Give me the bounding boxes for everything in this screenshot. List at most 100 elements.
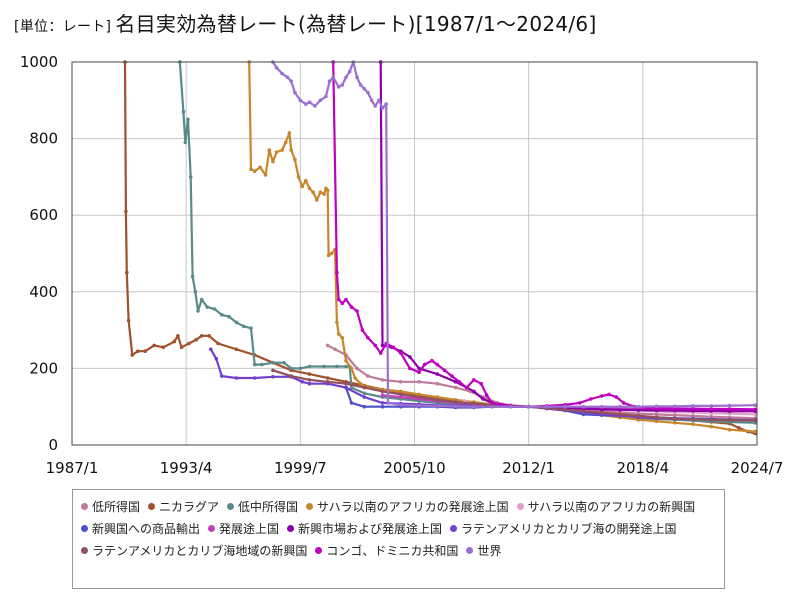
data-point bbox=[315, 198, 319, 202]
data-point bbox=[214, 357, 219, 361]
data-point bbox=[599, 404, 604, 409]
data-point bbox=[289, 366, 294, 371]
data-point bbox=[307, 378, 312, 382]
data-point bbox=[691, 422, 695, 427]
data-point bbox=[207, 334, 211, 338]
data-point bbox=[196, 309, 200, 313]
data-point bbox=[435, 372, 440, 376]
series-11 bbox=[271, 60, 757, 409]
data-point bbox=[578, 401, 582, 405]
data-point bbox=[358, 381, 363, 386]
data-point bbox=[193, 290, 198, 294]
data-point bbox=[252, 362, 257, 367]
data-point bbox=[545, 404, 549, 409]
data-point bbox=[484, 393, 489, 398]
data-point bbox=[753, 412, 757, 417]
data-point bbox=[453, 400, 458, 404]
data-point bbox=[329, 251, 334, 256]
data-point bbox=[335, 364, 339, 369]
legend-swatch bbox=[516, 503, 524, 510]
data-point bbox=[654, 415, 659, 420]
data-point bbox=[614, 395, 619, 399]
data-point bbox=[190, 274, 195, 279]
legend-swatch bbox=[81, 525, 88, 532]
data-point bbox=[581, 409, 586, 414]
data-point bbox=[753, 403, 757, 408]
data-point bbox=[607, 392, 611, 397]
data-point bbox=[709, 417, 714, 422]
data-point bbox=[417, 380, 421, 384]
data-point bbox=[252, 169, 257, 173]
x-tick-label: 1993/4 bbox=[160, 459, 213, 477]
data-point bbox=[331, 75, 336, 80]
data-point bbox=[727, 403, 732, 408]
series-1 bbox=[123, 60, 757, 436]
data-point bbox=[234, 376, 239, 380]
legend-label: サハラ以南のアフリカの発展途上国 bbox=[317, 500, 509, 514]
data-point bbox=[472, 378, 476, 382]
data-point bbox=[336, 332, 341, 336]
data-point bbox=[234, 320, 239, 325]
data-point bbox=[450, 374, 454, 378]
data-point bbox=[481, 397, 485, 401]
data-point bbox=[369, 98, 374, 103]
data-point bbox=[152, 343, 156, 348]
data-point bbox=[377, 98, 381, 103]
data-point bbox=[322, 364, 326, 369]
data-point bbox=[325, 380, 330, 384]
series-10 bbox=[331, 60, 757, 412]
data-point bbox=[209, 347, 213, 352]
data-point bbox=[654, 404, 659, 409]
data-point bbox=[399, 392, 403, 397]
data-point bbox=[464, 385, 469, 390]
data-point bbox=[366, 336, 370, 340]
data-point bbox=[258, 165, 262, 170]
data-point bbox=[282, 360, 286, 365]
legend-label: コンゴ、ドミニカ共和国 bbox=[326, 544, 459, 558]
data-point bbox=[318, 98, 323, 103]
x-tick-label: 2012/1 bbox=[502, 459, 555, 477]
data-point bbox=[199, 297, 204, 302]
data-point bbox=[344, 297, 348, 302]
series-line bbox=[332, 61, 756, 411]
data-point bbox=[526, 404, 531, 409]
legend-label: ラテンアメリカとカリブ海の開発途上国 bbox=[461, 522, 677, 536]
data-point bbox=[183, 140, 188, 145]
data-point bbox=[417, 370, 421, 375]
data-point bbox=[271, 159, 275, 164]
legend-label: 世界 bbox=[477, 544, 502, 558]
data-point bbox=[249, 167, 253, 171]
data-point bbox=[220, 313, 224, 317]
series-2 bbox=[178, 60, 757, 425]
legend-swatch bbox=[306, 503, 314, 510]
legend-item: 新興市場および発展途上国 bbox=[287, 520, 442, 537]
data-point bbox=[362, 385, 367, 390]
data-point bbox=[709, 407, 714, 411]
data-point bbox=[373, 343, 378, 348]
data-point bbox=[344, 358, 348, 363]
legend-item: サハラ以南のアフリカの発展途上国 bbox=[306, 498, 509, 515]
legend-label: ニカラグア bbox=[159, 500, 220, 514]
legend-swatch bbox=[466, 547, 474, 554]
data-point bbox=[186, 117, 190, 122]
data-point bbox=[220, 374, 224, 378]
data-point bbox=[271, 375, 275, 379]
legend-item: 低所得国 bbox=[81, 498, 140, 515]
data-point bbox=[378, 351, 383, 355]
data-point bbox=[362, 87, 367, 91]
data-point bbox=[380, 389, 385, 394]
data-point bbox=[311, 190, 315, 194]
data-point bbox=[289, 148, 294, 152]
data-point bbox=[709, 424, 714, 429]
data-point bbox=[187, 341, 191, 346]
data-point bbox=[727, 427, 732, 432]
data-point bbox=[336, 85, 341, 89]
data-point bbox=[417, 392, 421, 397]
data-point bbox=[366, 374, 370, 378]
data-point bbox=[386, 401, 390, 405]
y-tick-label: 400 bbox=[29, 283, 58, 301]
data-point bbox=[618, 404, 622, 409]
data-point bbox=[727, 407, 732, 411]
data-point bbox=[143, 349, 147, 354]
